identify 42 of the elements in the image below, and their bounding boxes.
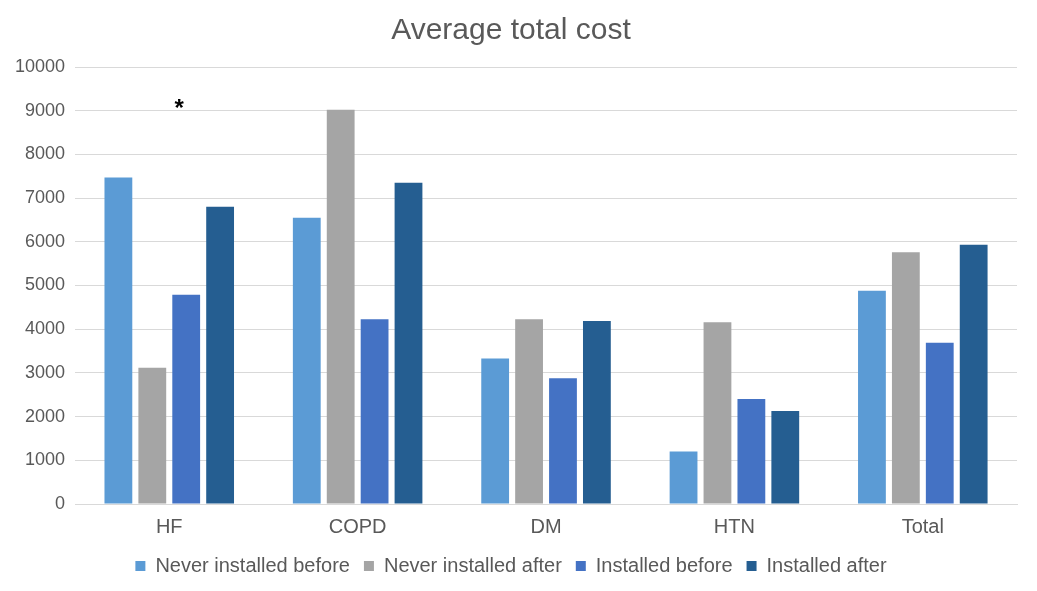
y-tick-label: 2000 (25, 405, 66, 426)
legend-label: Installed after (766, 553, 887, 576)
bar (394, 182, 423, 504)
y-tick-label: 6000 (25, 230, 66, 251)
bar (138, 367, 167, 504)
bar (292, 217, 321, 504)
y-tick-label: 9000 (25, 99, 66, 120)
bar (925, 342, 954, 504)
bar (172, 294, 201, 504)
bar (360, 319, 389, 504)
y-tick-label: 5000 (25, 274, 66, 295)
bar (549, 378, 577, 504)
bar (669, 451, 698, 504)
y-tick-label: 7000 (25, 187, 66, 208)
x-tick-label: HF (155, 514, 183, 537)
y-tick-label: 10000 (14, 55, 66, 76)
chart-title: Average total cost (391, 12, 632, 46)
bar (737, 399, 766, 504)
legend-label: Installed before (595, 553, 733, 576)
bar (206, 206, 235, 504)
legend-label: Never installed after (383, 553, 563, 576)
bar (703, 322, 732, 504)
y-tick-label: 3000 (25, 361, 66, 382)
bar (771, 410, 800, 504)
x-tick-label: Total (901, 514, 944, 537)
bar (104, 177, 133, 504)
bar (326, 109, 355, 504)
bar (515, 319, 543, 504)
y-tick-label: 4000 (25, 318, 66, 339)
legend-label: Never installed before (155, 553, 350, 576)
y-tick-label: 0 (55, 492, 66, 513)
y-tick-label: 8000 (25, 143, 66, 164)
x-tick-label: DM (530, 514, 562, 537)
bar (858, 290, 886, 504)
x-tick-label: COPD (328, 514, 387, 537)
annotation: * (174, 93, 185, 121)
bar (891, 252, 920, 504)
bar (582, 320, 611, 504)
bar (481, 358, 510, 504)
y-tick-label: 1000 (25, 449, 66, 470)
bar (959, 244, 988, 504)
x-tick-label: HTN (713, 514, 755, 537)
